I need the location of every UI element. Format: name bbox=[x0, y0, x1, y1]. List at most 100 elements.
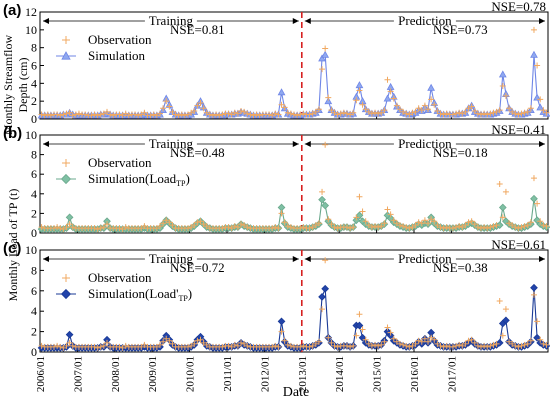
observation-point bbox=[421, 335, 428, 342]
observation-point bbox=[468, 218, 475, 225]
observation-point bbox=[418, 107, 425, 114]
observation-point bbox=[297, 111, 304, 118]
legend-simulation-symbol bbox=[60, 173, 72, 185]
observation-point bbox=[515, 225, 522, 232]
observation-point bbox=[449, 111, 456, 118]
observation-point bbox=[406, 111, 413, 118]
observation-point bbox=[94, 344, 101, 351]
observation-point bbox=[493, 340, 500, 347]
observation-point bbox=[375, 110, 382, 117]
observation-point bbox=[378, 109, 385, 116]
observation-point bbox=[309, 224, 316, 231]
x-tick-label: 2015/01 bbox=[372, 356, 384, 392]
observation-point bbox=[169, 222, 176, 229]
observation-point bbox=[104, 108, 111, 115]
observation-point bbox=[51, 343, 58, 350]
observation-point bbox=[181, 112, 188, 119]
observation-point bbox=[474, 224, 481, 231]
observation-point bbox=[328, 221, 335, 228]
observation-point bbox=[428, 334, 435, 341]
observation-point bbox=[216, 112, 223, 119]
observation-point bbox=[309, 342, 316, 349]
observation-point bbox=[206, 111, 213, 118]
observation-point bbox=[322, 45, 329, 52]
observation-point bbox=[372, 223, 379, 230]
observation-point bbox=[63, 224, 70, 231]
observation-point bbox=[284, 109, 291, 116]
y-tick-label: 10 bbox=[25, 243, 37, 257]
simulation-point bbox=[318, 195, 326, 204]
observation-point bbox=[409, 224, 416, 231]
observation-point bbox=[160, 105, 167, 112]
observation-point bbox=[403, 110, 410, 117]
observation-point bbox=[515, 343, 522, 350]
observation-point bbox=[60, 226, 67, 233]
observation-point bbox=[328, 107, 335, 114]
observation-point bbox=[530, 175, 537, 182]
observation-point bbox=[393, 220, 400, 227]
observation-point bbox=[122, 342, 129, 349]
observation-point bbox=[287, 110, 294, 117]
panels-group: 0 2 4 6 8 10 12 Training Prediction NSE=0.81 NSE=0… bbox=[3, 0, 550, 392]
simulation-point bbox=[321, 284, 330, 293]
observation-point bbox=[537, 96, 544, 103]
simulation-point bbox=[277, 88, 286, 96]
x-tick-label: 2014/01 bbox=[334, 356, 346, 392]
observation-point bbox=[393, 338, 400, 345]
observation-point bbox=[484, 225, 491, 232]
observation-point bbox=[487, 224, 494, 231]
observation-point bbox=[147, 112, 154, 119]
observation-point bbox=[506, 220, 513, 227]
simulation-point bbox=[361, 338, 370, 347]
observation-point bbox=[297, 225, 304, 232]
observation-point bbox=[434, 340, 441, 347]
prediction-label-bg bbox=[393, 14, 456, 27]
observation-point bbox=[278, 101, 285, 108]
observation-point bbox=[365, 108, 372, 115]
observation-point bbox=[459, 342, 466, 349]
prediction-arrow-left-head bbox=[304, 18, 311, 24]
observation-point bbox=[465, 337, 472, 344]
x-tick-label: 2016/01 bbox=[409, 356, 421, 392]
observation-point bbox=[350, 224, 357, 231]
observation-point bbox=[499, 83, 506, 90]
prediction-label-bg bbox=[393, 252, 456, 265]
observation-point bbox=[453, 224, 460, 231]
simulation-point bbox=[321, 50, 330, 58]
legend-observation-label: Observation bbox=[88, 270, 152, 285]
observation-point bbox=[272, 224, 279, 231]
simulation-point bbox=[318, 54, 326, 62]
observation-point bbox=[287, 342, 294, 349]
simulation-point bbox=[386, 331, 395, 340]
x-tick-labels: 2006/01 2007/01 2008/01 2009/01 2010/01 2011/… bbox=[35, 356, 458, 392]
observation-point bbox=[527, 219, 534, 226]
observation-point bbox=[524, 340, 531, 347]
observation-point bbox=[38, 111, 45, 118]
observation-point bbox=[166, 337, 173, 344]
observation-point bbox=[116, 343, 123, 350]
observation-point bbox=[75, 110, 82, 117]
observation-point bbox=[132, 111, 139, 118]
observation-point bbox=[300, 342, 307, 349]
training-label-bg bbox=[144, 14, 197, 27]
training-label: Training bbox=[149, 251, 194, 266]
observation-point bbox=[156, 341, 163, 348]
observation-point bbox=[462, 340, 469, 347]
observation-point bbox=[400, 108, 407, 115]
observation-point bbox=[499, 214, 506, 221]
observation-point bbox=[325, 94, 332, 101]
observation-point bbox=[234, 342, 241, 349]
observation-point bbox=[200, 221, 207, 228]
panel-letter: (b) bbox=[3, 125, 22, 142]
observation-point bbox=[325, 216, 332, 223]
observation-point bbox=[284, 223, 291, 230]
simulation-point bbox=[355, 321, 364, 330]
simulation-point bbox=[502, 316, 510, 325]
observation-point bbox=[356, 193, 363, 200]
observation-point bbox=[275, 111, 282, 118]
simulation-point bbox=[324, 97, 333, 105]
observation-point bbox=[284, 341, 291, 348]
observation-point bbox=[418, 220, 425, 227]
x-tick-label: 2011/01 bbox=[222, 356, 234, 392]
observation-point bbox=[537, 336, 544, 343]
